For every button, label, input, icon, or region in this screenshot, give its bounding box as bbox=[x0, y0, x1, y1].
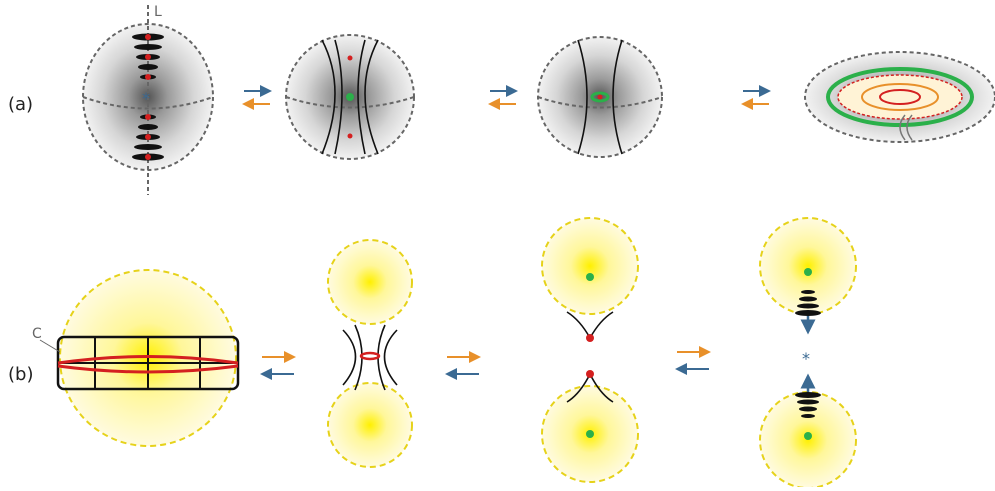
arrows bbox=[242, 85, 771, 110]
curve-label: C bbox=[32, 326, 42, 342]
svg-text:*: * bbox=[802, 349, 810, 368]
svg-text:*: * bbox=[142, 89, 150, 108]
figure-a3 bbox=[537, 36, 663, 158]
arrows bbox=[260, 346, 711, 380]
figure-a1: * bbox=[82, 5, 214, 195]
row-label: (a) bbox=[8, 94, 33, 115]
figure-a4 bbox=[804, 51, 995, 143]
figure-a2 bbox=[285, 34, 415, 160]
axis-label: L bbox=[154, 4, 162, 20]
figure-b1 bbox=[39, 269, 240, 447]
figure-b4: * bbox=[759, 217, 857, 489]
figure-b3 bbox=[541, 217, 639, 483]
row-label: (b) bbox=[8, 364, 33, 385]
figure-b2 bbox=[327, 239, 413, 468]
